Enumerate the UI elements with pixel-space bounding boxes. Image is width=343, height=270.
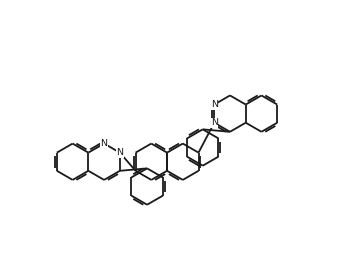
Text: N: N (211, 100, 218, 109)
Text: N: N (100, 139, 108, 148)
Text: N: N (211, 118, 218, 127)
Text: N: N (116, 148, 123, 157)
